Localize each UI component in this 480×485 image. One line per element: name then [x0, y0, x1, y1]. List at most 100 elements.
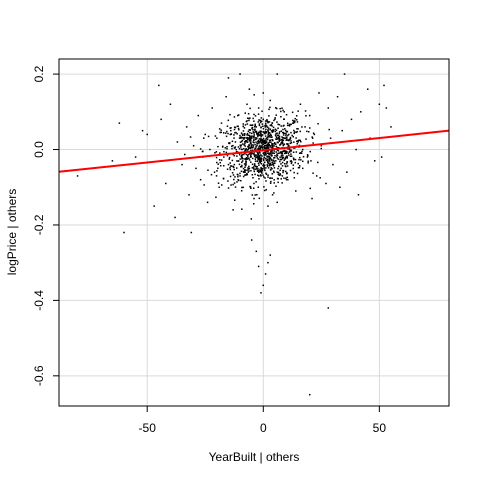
data-point: [260, 145, 262, 148]
data-point: [276, 157, 279, 159]
data-point: [246, 149, 248, 151]
data-point: [225, 95, 227, 98]
data-point: [301, 126, 303, 128]
data-point: [287, 178, 289, 181]
data-point: [174, 216, 176, 219]
data-point: [273, 167, 276, 169]
data-point: [332, 163, 334, 166]
data-point: [266, 119, 268, 122]
data-point: [263, 161, 266, 164]
data-point: [261, 110, 263, 113]
data-point: [390, 126, 392, 128]
data-point: [299, 103, 302, 106]
data-point: [244, 140, 247, 142]
data-point: [217, 167, 219, 170]
data-point: [266, 118, 268, 121]
data-point: [293, 131, 296, 133]
data-point: [265, 167, 267, 169]
data-point: [285, 163, 288, 165]
data-point: [241, 156, 243, 159]
data-point: [263, 144, 266, 147]
data-point: [248, 144, 251, 147]
data-point: [239, 172, 241, 175]
data-point: [305, 138, 307, 140]
data-point: [250, 149, 252, 152]
data-point: [336, 95, 339, 98]
data-point: [292, 151, 295, 154]
data-point: [229, 127, 231, 129]
data-point: [295, 140, 298, 143]
data-point: [285, 150, 287, 153]
x-axis: -50 0 50: [139, 406, 386, 435]
data-point: [262, 118, 265, 121]
data-point: [263, 141, 265, 144]
data-point: [282, 137, 284, 139]
data-point: [233, 137, 235, 139]
data-point: [268, 158, 270, 160]
data-point: [237, 179, 239, 181]
data-point: [240, 132, 243, 134]
data-point: [274, 118, 276, 121]
data-point: [141, 129, 144, 132]
data-point: [277, 171, 280, 174]
data-point: [259, 135, 262, 137]
data-point: [271, 122, 274, 124]
data-point: [260, 137, 262, 139]
data-point: [296, 172, 299, 175]
data-point: [285, 113, 288, 116]
data-point: [254, 123, 256, 126]
data-point: [263, 146, 265, 148]
data-point: [309, 127, 311, 129]
data-point: [213, 171, 216, 173]
data-point: [343, 73, 346, 75]
data-point: [241, 133, 244, 136]
data-point: [270, 164, 273, 166]
data-point: [262, 163, 265, 165]
data-point: [266, 138, 269, 141]
data-point: [264, 126, 266, 128]
data-point: [229, 113, 231, 116]
data-point: [283, 159, 285, 162]
data-point: [252, 153, 255, 155]
data-point: [280, 116, 282, 118]
data-point: [283, 111, 285, 113]
data-point: [229, 168, 232, 171]
data-point: [242, 175, 245, 178]
data-point: [284, 129, 287, 132]
data-point: [189, 136, 192, 138]
data-point: [249, 137, 252, 140]
data-point: [233, 154, 236, 157]
data-point: [281, 139, 284, 142]
data-point: [254, 158, 257, 160]
data-point: [296, 128, 298, 130]
data-point: [254, 125, 256, 128]
data-point: [245, 158, 248, 160]
data-point: [249, 134, 251, 137]
data-point: [255, 130, 258, 133]
data-point: [278, 174, 280, 177]
data-point: [241, 166, 243, 168]
data-point: [257, 139, 260, 142]
data-point: [263, 189, 266, 192]
data-point: [274, 128, 277, 131]
data-point: [288, 144, 290, 147]
data-point: [279, 173, 281, 175]
data-point: [269, 146, 271, 148]
data-point: [258, 123, 261, 125]
data-point: [286, 156, 289, 158]
data-point: [165, 182, 167, 185]
data-point: [248, 140, 251, 142]
data-point: [281, 165, 284, 167]
data-point: [285, 131, 288, 133]
data-point: [282, 144, 284, 147]
data-point: [280, 110, 282, 113]
data-point: [153, 205, 155, 207]
data-point: [262, 158, 265, 161]
data-point: [242, 186, 244, 189]
data-point: [248, 136, 251, 138]
data-point: [276, 138, 279, 140]
data-point: [192, 145, 195, 147]
data-point: [276, 141, 279, 144]
data-point: [285, 152, 287, 154]
x-tick-label: 0: [260, 421, 267, 435]
